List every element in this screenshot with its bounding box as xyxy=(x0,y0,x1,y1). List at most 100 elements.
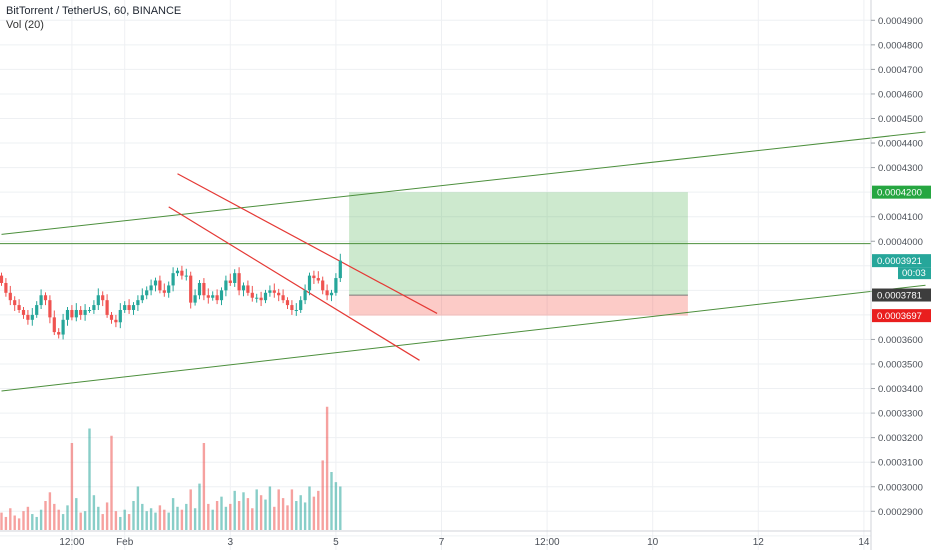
price-badge xyxy=(872,288,931,302)
candle-body xyxy=(43,295,48,301)
candle-body xyxy=(224,280,228,291)
volume-bar xyxy=(149,508,153,530)
volume-bar xyxy=(110,435,113,530)
price-tick-label: 0.0003300 xyxy=(878,409,923,420)
price-tick-label: 0.0003200 xyxy=(878,433,923,444)
volume-bar xyxy=(281,498,285,530)
volume-bar xyxy=(158,505,162,530)
candle-body xyxy=(162,290,166,293)
volume-bar xyxy=(92,495,96,530)
candle-body xyxy=(241,285,246,291)
volume-bar xyxy=(66,505,69,530)
candle-body xyxy=(189,275,193,303)
price-axis[interactable]: 0.0004900 0.0004800 0.0004700 0.0004600 0.00… xyxy=(870,0,923,550)
price-badge-label: 0.0004200 xyxy=(877,188,922,199)
price-tick-label: 0.0002900 xyxy=(878,507,923,518)
volume-bar xyxy=(233,490,236,530)
volume-bar xyxy=(167,512,170,530)
symbol-title: BitTorrent / TetherUS, 60, BINANCE xyxy=(6,5,182,17)
stop-loss-zone xyxy=(349,295,688,316)
time-tick-label: 12:00 xyxy=(59,537,84,548)
volume-bar xyxy=(31,514,34,530)
volume-bar xyxy=(255,489,258,530)
volume-bar xyxy=(4,516,8,530)
volume-bar xyxy=(17,518,21,530)
price-tick-label: 0.0004100 xyxy=(878,212,923,223)
volume-bar xyxy=(61,514,65,530)
volume-bar xyxy=(251,508,254,530)
volume-bar xyxy=(53,503,56,530)
candle-body xyxy=(83,309,87,315)
candle-body xyxy=(136,300,140,306)
candle-body xyxy=(285,300,290,306)
volume-bar xyxy=(295,501,298,530)
price-badge-label: 0.0003697 xyxy=(877,311,922,322)
candle-body xyxy=(145,290,149,296)
price-badge xyxy=(872,185,931,199)
volume-bar xyxy=(264,499,267,530)
candle-body xyxy=(70,309,74,318)
candle-body xyxy=(307,275,312,291)
volume-bar xyxy=(26,506,30,530)
candle-body xyxy=(272,290,276,293)
candle-body xyxy=(312,275,316,279)
volume-bar xyxy=(97,506,100,530)
candle-body xyxy=(13,300,17,306)
volume-bar xyxy=(57,509,60,530)
candle-body xyxy=(338,260,342,279)
volume-bar xyxy=(180,509,184,530)
volume-bar xyxy=(145,511,148,530)
candle-body xyxy=(8,292,12,301)
volume-bar xyxy=(273,506,276,530)
price-tick-label: 0.0003500 xyxy=(878,360,923,371)
candle-body xyxy=(61,319,65,335)
volume-bar xyxy=(321,460,324,530)
price-tick-label: 0.0003100 xyxy=(878,458,923,469)
volume-bar xyxy=(39,509,43,530)
candle-body xyxy=(290,305,294,310)
candle-body xyxy=(228,280,232,283)
candle-body xyxy=(118,309,122,323)
volume-bars xyxy=(0,406,342,530)
candle-body xyxy=(153,280,158,286)
price-tick-label: 0.0004500 xyxy=(878,114,923,125)
candle-body xyxy=(237,273,241,291)
countdown-label: 00:03 xyxy=(902,268,926,279)
green-channel-line xyxy=(1,131,926,235)
candle-body xyxy=(57,332,61,335)
candle-body xyxy=(250,292,254,298)
candle-body xyxy=(246,285,250,293)
trend-lines[interactable] xyxy=(0,131,926,392)
candle-body xyxy=(294,309,298,311)
volume-bar xyxy=(229,503,232,530)
volume-bar xyxy=(127,514,131,530)
candle-body xyxy=(101,295,105,301)
candle-body xyxy=(277,292,281,296)
candle-body xyxy=(321,280,325,291)
price-tick-label: 0.0004800 xyxy=(878,40,923,51)
candle-body xyxy=(202,282,206,296)
volume-bar xyxy=(13,515,16,530)
volume-bar xyxy=(105,502,109,530)
candle-body xyxy=(39,295,43,306)
time-axis[interactable]: 12:00 Feb 3 5 7 12:00 10 12 14 xyxy=(0,530,871,548)
volume-bar xyxy=(290,489,294,530)
candle-body xyxy=(233,273,237,283)
long-position-tool[interactable] xyxy=(349,192,688,316)
candle-body xyxy=(96,295,100,306)
candle-body xyxy=(74,309,78,318)
candle-body xyxy=(149,285,153,291)
green-channel-line xyxy=(1,284,926,392)
volume-bar xyxy=(277,489,280,530)
price-tick-label: 0.0004900 xyxy=(878,16,923,27)
candle-body xyxy=(171,273,175,286)
candle-body xyxy=(52,317,56,333)
volume-bar xyxy=(246,498,250,530)
price-badge xyxy=(872,254,931,268)
volume-bar xyxy=(242,492,245,530)
price-tick-label: 0.0003600 xyxy=(878,335,923,346)
volume-bar xyxy=(114,511,118,530)
volume-bar xyxy=(224,506,228,530)
